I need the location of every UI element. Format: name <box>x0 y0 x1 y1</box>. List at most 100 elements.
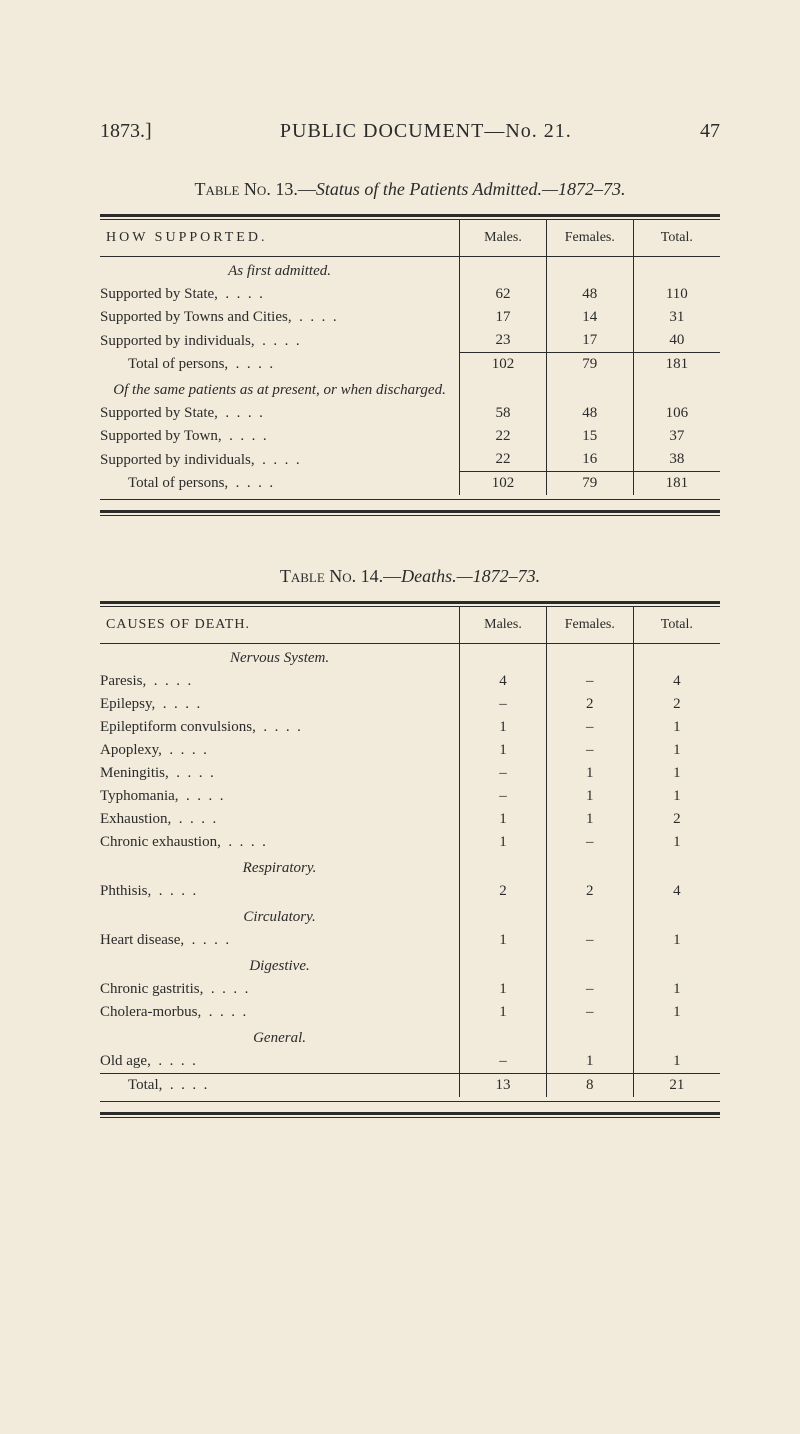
row-label: Supported by individuals, . . . . <box>100 448 460 472</box>
cell-total: 1 <box>633 785 720 808</box>
section-head: Of the same patients as at present, or w… <box>100 376 460 402</box>
table-row: Total of persons, . . . .10279181 <box>100 472 720 496</box>
row-label: Epilepsy, . . . . <box>100 693 460 716</box>
section-head-row: As first admitted. <box>100 257 720 284</box>
cell-females: 17 <box>546 329 633 353</box>
row-label: Supported by State, . . . . <box>100 402 460 425</box>
cell-females: – <box>546 929 633 952</box>
table-row: Supported by Towns and Cities, . . . .17… <box>100 306 720 329</box>
cell-males: 1 <box>460 808 547 831</box>
table-row: Paresis, . . . .4–4 <box>100 670 720 693</box>
cell-total: 1 <box>633 1001 720 1024</box>
table14-title-italic: Deaths.—1872–73. <box>401 566 540 586</box>
cell-females: – <box>546 978 633 1001</box>
row-label: Total, . . . . <box>100 1074 460 1098</box>
section-head: Circulatory. <box>100 903 460 929</box>
cell-total: 38 <box>633 448 720 472</box>
section-head-row: Of the same patients as at present, or w… <box>100 376 720 402</box>
row-label: Supported by State, . . . . <box>100 283 460 306</box>
table-row: Total, . . . .13821 <box>100 1074 720 1098</box>
cell-males: 1 <box>460 929 547 952</box>
cell-total: 1 <box>633 1050 720 1074</box>
cell-total: 21 <box>633 1074 720 1098</box>
header-page-number: 47 <box>700 120 720 143</box>
cell-females: 16 <box>546 448 633 472</box>
table-row: Cholera-morbus, . . . .1–1 <box>100 1001 720 1024</box>
cell-total: 2 <box>633 693 720 716</box>
row-label: Cholera-morbus, . . . . <box>100 1001 460 1024</box>
table-row: Meningitis, . . . .–11 <box>100 762 720 785</box>
cell-males: – <box>460 693 547 716</box>
section-head: Digestive. <box>100 952 460 978</box>
row-label: Paresis, . . . . <box>100 670 460 693</box>
cell-females: 1 <box>546 1050 633 1074</box>
cell-total: 1 <box>633 716 720 739</box>
row-label: Meningitis, . . . . <box>100 762 460 785</box>
row-label: Supported by Towns and Cities, . . . . <box>100 306 460 329</box>
section-head-row: Nervous System. <box>100 644 720 671</box>
table-row: Chronic exhaustion, . . . .1–1 <box>100 831 720 854</box>
section-head-row: General. <box>100 1024 720 1050</box>
row-label: Phthisis, . . . . <box>100 880 460 903</box>
cell-total: 1 <box>633 978 720 1001</box>
table13-col-how: HOW SUPPORTED. <box>100 220 460 257</box>
rule-double <box>100 1112 720 1118</box>
table-row: Epileptiform convulsions, . . . .1–1 <box>100 716 720 739</box>
table14-col-causes: CAUSES OF DEATH. <box>100 607 460 644</box>
cell-total: 40 <box>633 329 720 353</box>
table-row: Apoplexy, . . . .1–1 <box>100 739 720 762</box>
table-row: Supported by Town, . . . .221537 <box>100 425 720 448</box>
row-label: Total of persons, . . . . <box>100 353 460 377</box>
header-year: 1873.] <box>100 120 152 143</box>
table13-col-total: Total. <box>633 220 720 257</box>
cell-females: – <box>546 1001 633 1024</box>
table13: HOW SUPPORTED. Males. Females. Total. As… <box>100 220 720 495</box>
cell-total: 1 <box>633 739 720 762</box>
table-row: Exhaustion, . . . .112 <box>100 808 720 831</box>
table13-col-females: Females. <box>546 220 633 257</box>
cell-females: 8 <box>546 1074 633 1098</box>
table-row: Total of persons, . . . .10279181 <box>100 353 720 377</box>
cell-total: 106 <box>633 402 720 425</box>
running-header: 1873.] PUBLIC DOCUMENT—No. 21. 47 <box>100 120 720 143</box>
cell-males: 102 <box>460 353 547 377</box>
section-head: Nervous System. <box>100 644 460 671</box>
cell-males: 1 <box>460 716 547 739</box>
rule-thin <box>100 499 720 500</box>
row-label: Chronic exhaustion, . . . . <box>100 831 460 854</box>
table13-title-prefix: Table No. 13.— <box>195 179 316 199</box>
table14-col-males: Males. <box>460 607 547 644</box>
cell-total: 37 <box>633 425 720 448</box>
section-head: As first admitted. <box>100 257 460 284</box>
rule-double <box>100 510 720 516</box>
cell-males: – <box>460 762 547 785</box>
table-row: Phthisis, . . . .224 <box>100 880 720 903</box>
cell-males: 1 <box>460 739 547 762</box>
section-head-row: Digestive. <box>100 952 720 978</box>
cell-total: 181 <box>633 472 720 496</box>
cell-males: 13 <box>460 1074 547 1098</box>
cell-males: – <box>460 1050 547 1074</box>
cell-males: – <box>460 785 547 808</box>
table14-title-prefix: Table No. 14.— <box>280 566 401 586</box>
table14: CAUSES OF DEATH. Males. Females. Total. … <box>100 607 720 1097</box>
row-label: Total of persons, . . . . <box>100 472 460 496</box>
section-head-row: Respiratory. <box>100 854 720 880</box>
header-title: PUBLIC DOCUMENT—No. 21. <box>280 120 572 143</box>
cell-males: 4 <box>460 670 547 693</box>
cell-total: 1 <box>633 762 720 785</box>
cell-females: 79 <box>546 472 633 496</box>
section-head: General. <box>100 1024 460 1050</box>
cell-total: 4 <box>633 670 720 693</box>
table-row: Typhomania, . . . .–11 <box>100 785 720 808</box>
cell-males: 17 <box>460 306 547 329</box>
cell-females: – <box>546 716 633 739</box>
table-row: Chronic gastritis, . . . .1–1 <box>100 978 720 1001</box>
table14-col-females: Females. <box>546 607 633 644</box>
table14-title: Table No. 14.—Deaths.—1872–73. <box>100 566 720 587</box>
cell-total: 181 <box>633 353 720 377</box>
cell-males: 23 <box>460 329 547 353</box>
table-row: Supported by State, . . . .5848106 <box>100 402 720 425</box>
cell-females: 2 <box>546 693 633 716</box>
section-head: Respiratory. <box>100 854 460 880</box>
